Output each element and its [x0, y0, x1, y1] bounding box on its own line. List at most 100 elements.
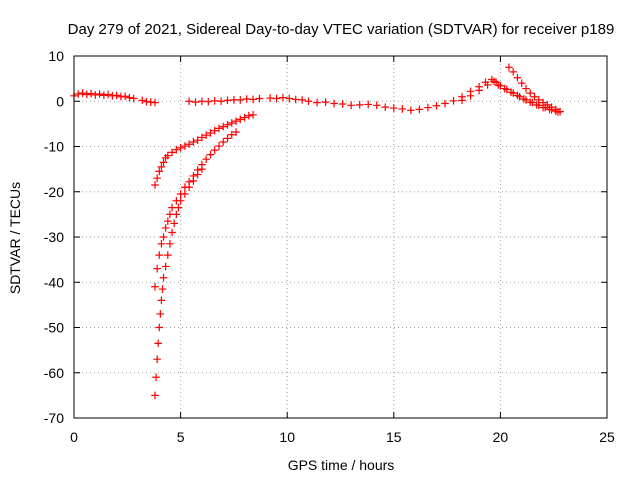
data-point: [159, 273, 168, 282]
data-point: [543, 101, 552, 109]
x-tick-label: 0: [70, 429, 78, 445]
data-point: [381, 103, 390, 111]
data-point: [475, 86, 483, 95]
data-point: [164, 151, 172, 160]
data-point: [223, 134, 232, 143]
data-point: [500, 84, 509, 93]
data-point: [157, 163, 166, 171]
data-point: [151, 391, 159, 400]
data-point: [100, 91, 108, 100]
data-point: [466, 92, 475, 100]
data-point: [95, 90, 104, 98]
data-point: [157, 239, 166, 248]
data-point: [242, 95, 251, 103]
x-axis-label: GPS time / hours: [288, 457, 395, 473]
data-point: [291, 95, 300, 104]
data-point: [355, 101, 364, 109]
series-late-branch: [505, 63, 564, 116]
data-point: [517, 79, 526, 87]
series-upper-band: [458, 77, 560, 116]
data-point: [112, 91, 121, 100]
data-point: [494, 81, 503, 89]
data-point: [505, 63, 513, 72]
data-point: [166, 239, 174, 248]
data-point: [249, 111, 257, 119]
data-point: [330, 99, 338, 108]
data-point: [215, 142, 223, 150]
data-point: [552, 105, 560, 114]
data-point: [155, 251, 164, 259]
data-point: [534, 96, 543, 104]
data-point: [255, 94, 264, 103]
data-point: [198, 165, 206, 173]
data-point: [204, 97, 213, 106]
y-tick-label: -40: [44, 274, 64, 290]
data-point: [364, 100, 373, 109]
data-point: [285, 94, 294, 103]
y-axis-label: SDTVAR / TECUs: [7, 182, 23, 294]
data-point: [172, 210, 181, 219]
data-point: [152, 373, 160, 382]
data-point: [174, 203, 183, 212]
data-point: [390, 104, 398, 112]
data-point: [304, 97, 313, 106]
data-point: [245, 111, 253, 120]
data-point: [78, 89, 87, 97]
data-point: [490, 77, 498, 86]
grid: [74, 56, 607, 418]
data-point: [232, 117, 240, 125]
data-point: [168, 228, 176, 237]
data-point: [125, 93, 134, 102]
data-point: [415, 105, 424, 114]
data-point: [153, 174, 161, 182]
y-tick-label: -30: [44, 229, 64, 245]
data-point: [539, 98, 547, 107]
data-point: [164, 251, 172, 259]
data-point: [432, 101, 441, 110]
data-point: [168, 148, 176, 157]
data-point: [193, 136, 202, 144]
data-point: [159, 158, 168, 167]
data-point: [530, 92, 539, 101]
data-point: [168, 203, 176, 212]
data-point: [158, 285, 167, 293]
data-point: [185, 183, 193, 192]
series-recovery-lower: [151, 165, 206, 400]
data-point: [236, 96, 245, 104]
y-tick-label: -70: [44, 410, 64, 426]
data-points: [70, 63, 564, 400]
data-point: [87, 89, 95, 98]
data-point: [129, 94, 138, 103]
data-point: [279, 93, 287, 102]
data-point: [266, 94, 274, 102]
data-point: [189, 177, 198, 185]
data-point: [153, 355, 161, 363]
data-point: [156, 310, 165, 318]
data-point: [513, 91, 522, 100]
data-point: [191, 98, 200, 106]
data-point: [219, 138, 228, 146]
data-point: [210, 96, 219, 105]
data-point: [172, 145, 181, 154]
data-point: [185, 97, 193, 106]
data-point: [166, 210, 174, 219]
data-point: [526, 98, 535, 106]
data-point: [138, 96, 147, 105]
data-point: [249, 95, 257, 104]
data-point: [206, 129, 215, 137]
data-point: [230, 96, 238, 104]
data-point: [215, 124, 223, 133]
data-point: [522, 84, 530, 93]
data-point: [236, 115, 245, 124]
series-recovery-upper: [151, 111, 257, 189]
data-point: [219, 122, 228, 131]
data-point: [321, 98, 330, 106]
data-point: [520, 95, 528, 103]
data-point: [164, 217, 172, 225]
data-point: [449, 96, 458, 105]
x-tick-label: 15: [386, 429, 402, 445]
x-tick-label: 10: [279, 429, 295, 445]
data-point: [161, 224, 170, 232]
